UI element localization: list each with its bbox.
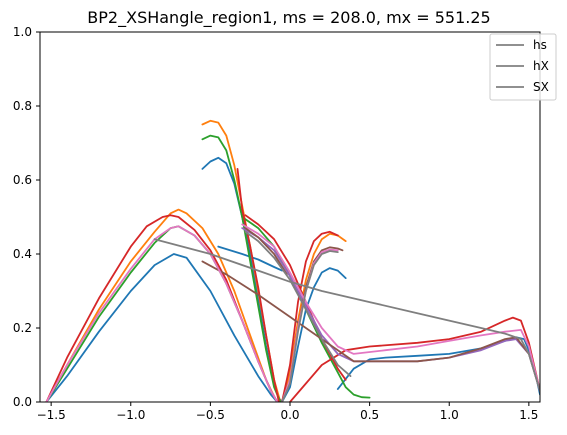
series-line-16 (289, 316, 540, 402)
y-tick-label: 0.6 (13, 173, 32, 187)
x-axis: −1.5 −1.0 −0.5 0.0 0.5 1.0 1.5 (37, 402, 538, 422)
series-line-1 (45, 253, 279, 402)
series-line-26 (281, 250, 339, 402)
series-line-15 (281, 230, 339, 402)
y-tick-label: 0.2 (13, 321, 32, 335)
legend-label: hs (533, 38, 547, 52)
legend: hs hX SX (489, 33, 557, 101)
series-line-13 (236, 168, 280, 402)
x-tick-label: −1.5 (37, 408, 66, 422)
series-layer (45, 119, 540, 402)
series-line-24 (153, 238, 540, 392)
y-tick-label: 0.0 (13, 395, 32, 409)
series-line-21 (45, 225, 279, 402)
y-tick-label: 0.8 (13, 99, 32, 113)
chart-title: BP2_XSHangle_region1, ms = 208.0, mx = 5… (87, 8, 490, 28)
legend-label: hX (533, 59, 549, 73)
x-tick-label: −0.5 (196, 408, 225, 422)
series-line-6 (45, 208, 279, 402)
x-tick-label: 0.5 (360, 408, 379, 422)
x-tick-label: 1.0 (440, 408, 459, 422)
y-tick-label: 1.0 (13, 25, 32, 39)
series-line-22 (241, 223, 540, 392)
series-line-5 (217, 245, 283, 272)
series-line-11 (241, 216, 371, 399)
series-line-3 (281, 267, 347, 402)
x-tick-label: 1.5 (519, 408, 538, 422)
series-line-20 (244, 227, 288, 276)
x-tick-label: −1.0 (116, 408, 145, 422)
legend-label: SX (533, 80, 549, 94)
series-line-25 (244, 230, 352, 377)
legend-box (489, 33, 557, 101)
y-tick-label: 0.4 (13, 247, 32, 261)
y-axis: 0.0 0.2 0.4 0.6 0.8 1.0 (13, 25, 40, 409)
x-tick-label: 0.0 (280, 408, 299, 422)
